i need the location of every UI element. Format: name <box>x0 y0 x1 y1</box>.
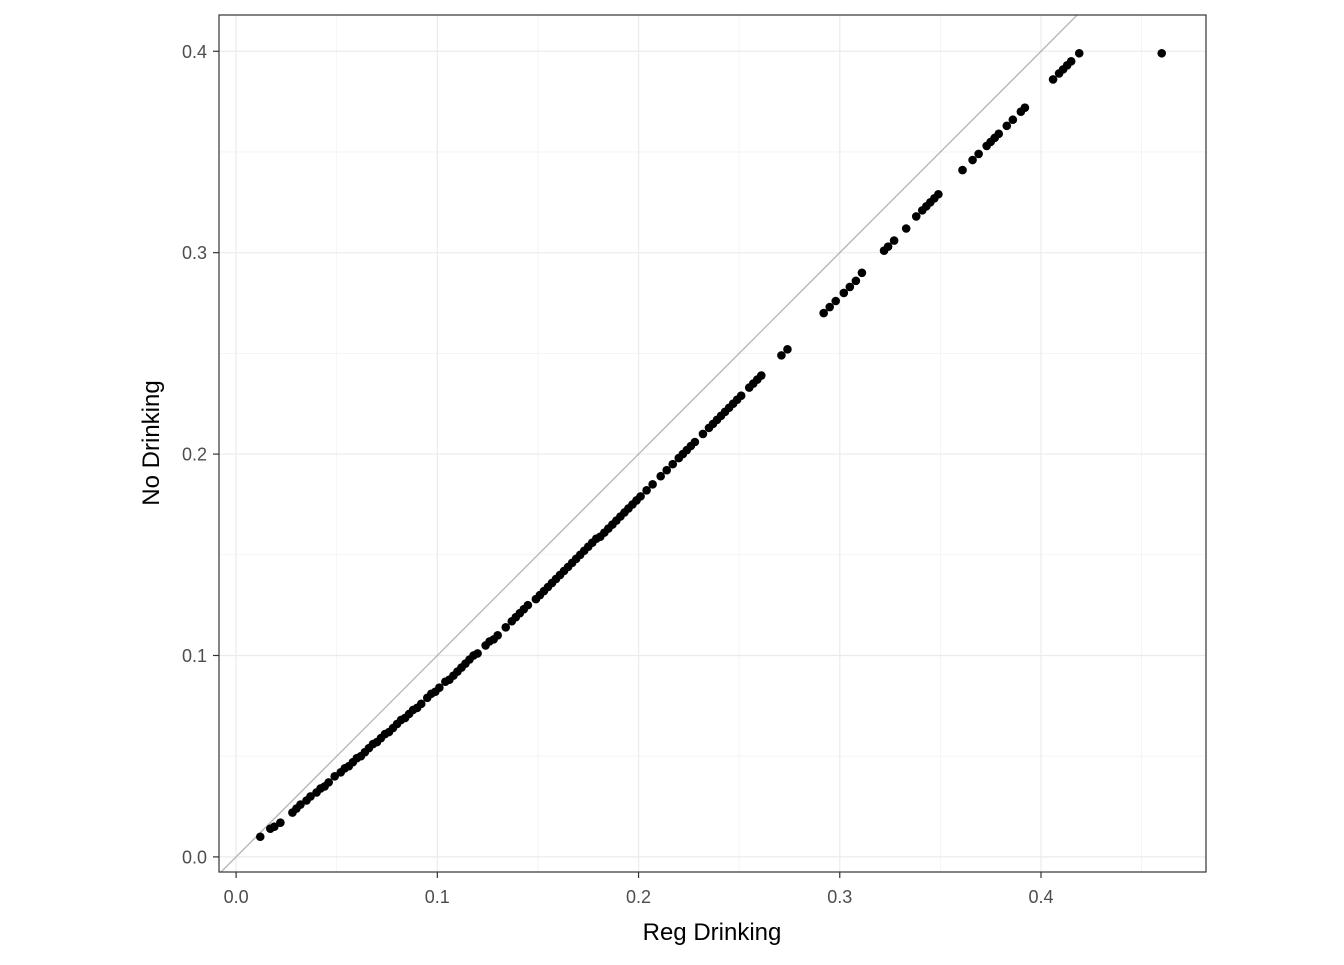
data-point <box>306 792 315 801</box>
major-gridlines <box>219 15 1206 872</box>
data-point <box>642 486 651 495</box>
data-point <box>324 778 333 787</box>
x-tick-label: 0.0 <box>224 887 249 907</box>
x-tick-label: 0.1 <box>425 887 450 907</box>
y-axis-title: No Drinking <box>138 380 165 505</box>
data-point <box>1048 75 1058 84</box>
data-point <box>819 308 828 318</box>
plot-border <box>218 14 1207 873</box>
y-tick-label: 0.3 <box>182 243 207 263</box>
data-point <box>473 649 482 658</box>
data-point <box>1157 48 1167 58</box>
y-tick-label: 0.1 <box>182 646 207 666</box>
data-point <box>493 631 502 640</box>
data-point <box>783 345 792 354</box>
data-point <box>825 302 835 312</box>
data-point <box>851 276 861 286</box>
data-point <box>270 822 279 831</box>
x-axis-title: Reg Drinking <box>643 919 782 946</box>
data-point <box>416 699 426 709</box>
data-point <box>662 465 672 475</box>
y-axis-ticks: 0.0 0.1 0.2 0.3 0.4 <box>182 42 219 867</box>
data-point <box>777 351 786 360</box>
data-point <box>296 800 305 809</box>
x-axis-ticks: 0.0 0.1 0.2 0.3 0.4 <box>224 872 1054 907</box>
data-point <box>636 492 645 501</box>
data-point <box>889 236 899 245</box>
data-point <box>330 772 340 781</box>
data-point <box>668 459 678 469</box>
x-tick-label: 0.3 <box>827 887 852 907</box>
data-point <box>974 149 983 159</box>
data-point <box>934 189 943 199</box>
data-point <box>839 288 849 298</box>
data-point <box>1008 115 1018 125</box>
points-layer <box>255 48 1167 842</box>
x-tick-label: 0.4 <box>1028 887 1053 907</box>
y-tick-label: 0.2 <box>182 445 207 465</box>
data-point <box>831 296 841 306</box>
identity-reference-line <box>220 15 1079 872</box>
data-point <box>994 129 1004 139</box>
data-point <box>756 371 766 380</box>
data-point <box>255 832 265 842</box>
data-point <box>1074 48 1084 58</box>
data-point <box>1066 57 1076 66</box>
data-point <box>958 165 967 175</box>
data-point <box>911 212 921 221</box>
data-point <box>523 600 533 610</box>
data-point <box>736 391 746 400</box>
data-point <box>648 479 657 489</box>
data-point <box>883 242 893 251</box>
data-point <box>501 622 511 632</box>
plot-background <box>219 15 1206 872</box>
y-tick-label: 0.4 <box>182 42 207 62</box>
y-tick-label: 0.0 <box>182 847 207 867</box>
x-tick-label: 0.2 <box>626 887 651 907</box>
data-point <box>276 818 285 827</box>
data-point <box>656 471 665 481</box>
data-point <box>690 437 700 447</box>
data-point <box>435 683 444 693</box>
data-point <box>845 282 855 292</box>
data-point <box>968 155 977 165</box>
data-point <box>901 224 911 233</box>
data-point <box>698 429 708 439</box>
data-point <box>857 268 867 278</box>
data-point <box>1002 121 1012 131</box>
data-point <box>1020 103 1030 112</box>
